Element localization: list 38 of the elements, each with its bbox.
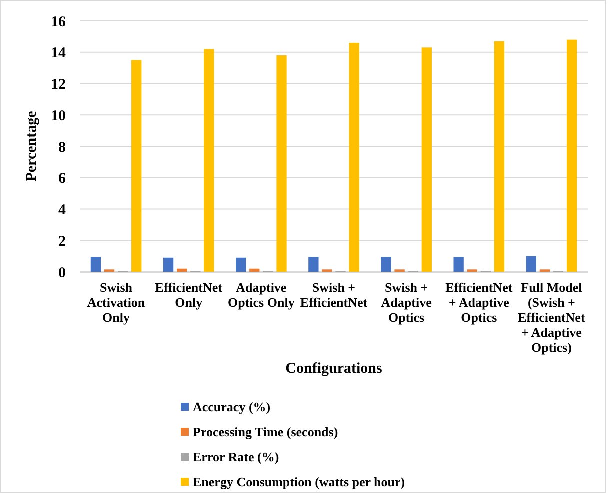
legend-label: Energy Consumption (watts per hour) [193, 474, 406, 490]
x-tick-label: EfficientNet Only [155, 280, 224, 310]
bar [526, 256, 536, 272]
y-tick-label: 6 [58, 171, 66, 188]
x-tick-label: Full Model (Swish + EfficientNet + Adaptive Optics) [518, 280, 586, 355]
legend-label: Accuracy (%) [193, 400, 271, 415]
bar [204, 49, 214, 272]
bar [276, 56, 287, 272]
bar [381, 257, 392, 272]
bar [566, 40, 578, 272]
legend-label: Processing Time (seconds) [193, 424, 338, 440]
y-tick-label: 4 [58, 202, 66, 218]
y-tick-label: 8 [58, 140, 66, 156]
x-tick-label: Swish + EfficientNet [300, 280, 368, 310]
y-tick-label: 10 [51, 108, 66, 124]
x-tick-label: EfficientNet + Adaptive Optics [446, 280, 514, 325]
y-tick-label: 12 [51, 77, 66, 93]
bar [177, 268, 188, 272]
x-tick-label: Swish Activation Only [87, 280, 146, 325]
bar [90, 257, 102, 272]
bar [250, 268, 260, 272]
bar [132, 60, 142, 272]
x-axis-title: Configurations [286, 361, 382, 377]
x-tick-label: Adaptive Optics Only [228, 280, 296, 310]
y-tick-label: 2 [58, 234, 66, 250]
bar [349, 42, 360, 272]
y-tick-label: 14 [51, 46, 66, 62]
x-tick-label: Swish + Adaptive Optics [381, 280, 432, 325]
y-tick-label: 16 [51, 14, 66, 30]
bar [454, 257, 464, 272]
bar [308, 257, 319, 272]
bar [163, 258, 174, 272]
legend-label: Error Rate (%) [193, 450, 280, 465]
bar [422, 48, 432, 272]
bar [494, 41, 505, 272]
y-axis-title: Percentage [24, 110, 40, 182]
y-tick-label: 0 [58, 265, 66, 282]
bar [236, 258, 246, 272]
